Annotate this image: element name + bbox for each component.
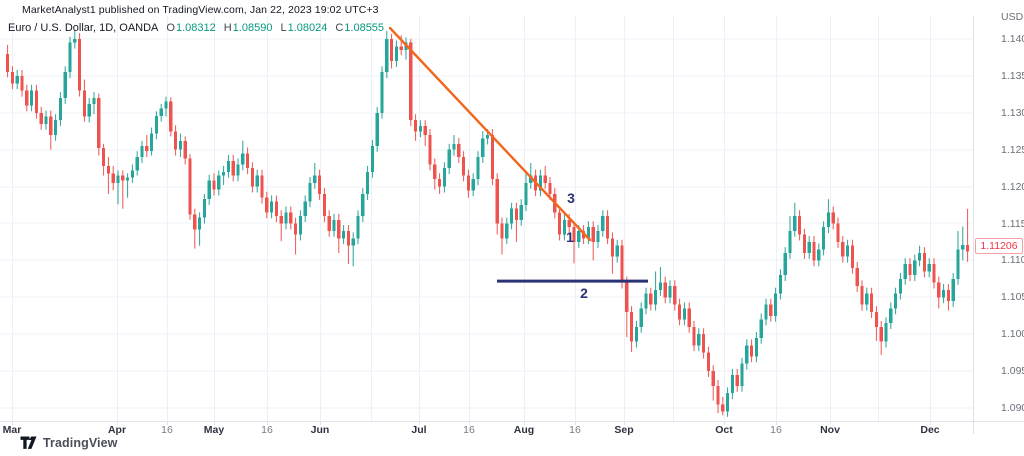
price-tick-label: 1.14000 — [1001, 33, 1024, 45]
annotation-number-1[interactable]: 1 — [566, 229, 574, 245]
legend-low: L 1.08024 — [280, 22, 328, 34]
legend-high: H 1.08590 — [223, 22, 273, 34]
candles-layer — [6, 30, 970, 417]
price-tick-label: 1.11000 — [1001, 254, 1024, 267]
time-tick-month: Apr — [107, 424, 127, 436]
footer: TradingView — [20, 436, 118, 450]
time-tick-month: Nov — [820, 424, 840, 436]
legend-close: C 1.08555 — [335, 22, 385, 34]
price-tick-label: 1.12000 — [1001, 180, 1024, 193]
price-axis[interactable]: USD 1.14000 1.13500 1.13000 1.12500 1.12000 1… — [973, 0, 1024, 421]
price-tick-label: 1.13500 — [1001, 69, 1024, 82]
last-price-label: 1.11206 — [975, 238, 1023, 255]
tradingview-logo-icon[interactable] — [20, 436, 37, 450]
time-tick-month: Sep — [614, 424, 634, 436]
time-axis[interactable]: Mar Apr 16 May 16 Jun Jul 16 Aug 16 Sep Oct 16 Nov Dec — [0, 421, 973, 439]
axis-border-layer — [0, 16, 1024, 434]
time-tick-day: 16 — [161, 424, 173, 436]
trendline-drawing[interactable] — [388, 26, 592, 242]
attribution-text: MarketAnalyst1 published on TradingView.… — [22, 4, 379, 16]
price-tick-label: 1.09000 — [1001, 402, 1024, 414]
time-tick-day: 16 — [261, 424, 273, 436]
time-tick-day: 16 — [569, 424, 581, 436]
price-tick-label: 1.09500 — [1001, 365, 1024, 378]
time-tick-day: 16 — [463, 424, 475, 436]
time-tick-month: Aug — [513, 424, 535, 436]
legend-open: O 1.08312 — [166, 22, 216, 34]
time-tick-month: Dec — [920, 424, 940, 436]
time-tick-month: Jun — [310, 424, 330, 436]
time-tick-month: Oct — [715, 424, 733, 436]
tradingview-logo-text[interactable]: TradingView — [43, 436, 118, 450]
symbol-title: Euro / U.S. Dollar, 1D, OANDA — [8, 22, 159, 34]
price-tick-label: 1.13000 — [1001, 106, 1024, 119]
price-tick-label: 1.10000 — [1001, 328, 1024, 341]
time-tick-month: Mar — [2, 424, 22, 436]
price-tick-label: 1.12500 — [1001, 143, 1024, 156]
price-tick-label: 1.11500 — [1001, 217, 1024, 230]
time-tick-month: May — [203, 424, 225, 436]
axis-currency-label: USD — [1001, 11, 1024, 23]
annotation-number-2[interactable]: 2 — [580, 285, 588, 301]
annotation-number-3[interactable]: 3 — [567, 190, 575, 206]
time-tick-month: Jul — [411, 424, 427, 436]
price-tick-label: 1.10500 — [1001, 291, 1024, 304]
time-tick-day: 16 — [770, 424, 782, 436]
annotation-labels[interactable]: 3 1 2 — [566, 190, 588, 301]
symbol-legend[interactable]: Euro / U.S. Dollar, 1D, OANDA O 1.08312 H… — [8, 22, 384, 34]
